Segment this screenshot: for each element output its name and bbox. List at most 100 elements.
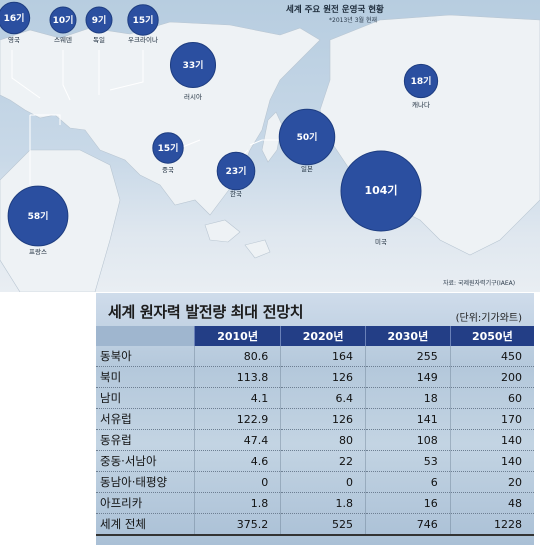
table-cell: 108 — [365, 429, 451, 451]
table-cell: 746 — [365, 513, 451, 536]
bubble-value-label: 50기 — [297, 131, 318, 143]
table-cell: 140 — [450, 450, 534, 472]
table-title: 세계 원자력 발전량 최대 전망치 — [108, 303, 304, 321]
country-label: 독일 — [93, 35, 105, 44]
table-cell: 450 — [450, 346, 534, 367]
table-cell: 255 — [365, 346, 451, 367]
table-row: 서유럽 122.9 126 141 170 — [96, 408, 534, 430]
bubble-layer: 16기영국10기스웨덴9기독일15기우크라이나33기러시아18기캐나다15기중국… — [0, 1, 439, 256]
forecast-table: 2010년 2020년 2030년 2050년 동북아 80.6 164 255… — [96, 326, 534, 536]
table-row: 북미 113.8 126 149 200 — [96, 366, 534, 388]
bubble-value-label: 9기 — [92, 14, 107, 26]
table-header-2020: 2020년 — [280, 326, 366, 346]
country-label: 미국 — [375, 237, 387, 246]
country-label: 캐나다 — [412, 100, 430, 109]
table-cell: 0 — [194, 471, 282, 493]
table-cell: 4.6 — [194, 450, 282, 472]
country-label: 우크라이나 — [128, 35, 158, 44]
country-label: 중국 — [162, 166, 174, 174]
table-header-corner — [96, 326, 195, 346]
row-label: 남미 — [96, 387, 195, 409]
table-cell: 1.8 — [280, 492, 366, 514]
table-cell: 22 — [280, 450, 366, 472]
table-cell: 525 — [280, 513, 366, 536]
table-cell: 141 — [365, 408, 451, 430]
table-cell: 140 — [450, 429, 534, 451]
bubble-value-label: 16기 — [4, 12, 25, 24]
table-cell: 6 — [365, 471, 451, 493]
table-cell: 375.2 — [194, 513, 282, 536]
table-header-2050: 2050년 — [450, 326, 534, 346]
table-cell: 126 — [280, 408, 366, 430]
map-subtitle: *2013년 3월 현재 — [329, 17, 377, 24]
table-cell: 200 — [450, 366, 534, 388]
table-cell: 16 — [365, 492, 451, 514]
table-cell: 122.9 — [194, 408, 282, 430]
bubble-11 — [7, 185, 69, 247]
connector-lines — [11, 50, 418, 185]
table-cell: 48 — [450, 492, 534, 514]
table-cell: 113.8 — [194, 366, 282, 388]
table-cell: 4.1 — [194, 387, 282, 409]
bubble-7 — [152, 132, 184, 164]
world-map: 16기영국10기스웨덴9기독일15기우크라이나33기러시아18기캐나다15기중국… — [0, 1, 540, 292]
row-label: 세계 전체 — [96, 513, 195, 536]
bubble-5 — [169, 41, 217, 89]
table-cell: 6.4 — [280, 387, 366, 409]
bubble-value-label: 10기 — [53, 14, 74, 26]
world-map-panel: 16기 영국 10기 스웨덴 9기 독일 15기 우크라이나 33기 러시아 18기 캐나다 15기 중국… — [0, 0, 540, 292]
table-row: 아프리카 1.8 1.8 16 48 — [96, 492, 534, 514]
table-header-2030: 2030년 — [365, 326, 451, 346]
row-label: 중동·서남아 — [96, 450, 195, 472]
table-cell: 1.8 — [194, 492, 282, 514]
table-cell: 80 — [280, 429, 366, 451]
map-title: 세계 주요 원전 운영국 현황 — [286, 5, 384, 15]
table-unit: (단위:기가와트) — [455, 313, 522, 324]
bubble-value-label: 18기 — [411, 75, 432, 87]
table-row: 중동·서남아 4.6 22 53 140 — [96, 450, 534, 472]
country-label: 일본 — [301, 164, 313, 173]
row-label: 북미 — [96, 366, 195, 388]
bubble-value-label: 58기 — [28, 210, 49, 222]
table-cell: 1228 — [450, 513, 534, 536]
table-row: 동유럽 47.4 80 108 140 — [96, 429, 534, 451]
bubble-value-label: 15기 — [133, 14, 154, 26]
row-label: 아프리카 — [96, 492, 195, 514]
table-cell: 164 — [280, 346, 366, 367]
bubble-1 — [0, 1, 31, 35]
bubble-10 — [340, 150, 422, 232]
table-cell: 126 — [280, 366, 366, 388]
table-cell: 47.4 — [194, 429, 282, 451]
table-cell: 80.6 — [194, 346, 282, 367]
table-cell: 20 — [450, 471, 534, 493]
bubble-6 — [403, 63, 439, 99]
table-cell: 149 — [365, 366, 451, 388]
country-label: 프랑스 — [29, 248, 47, 256]
table-row-total: 세계 전체 375.2 525 746 1228 — [96, 513, 534, 536]
forecast-table-panel: 세계 원자력 발전량 최대 전망치 (단위:기가와트) 2010년 2020년 … — [96, 293, 534, 545]
bubble-value-label: 33기 — [183, 59, 204, 71]
table-row: 동북아 80.6 164 255 450 — [96, 346, 534, 367]
country-label: 러시아 — [184, 92, 202, 101]
row-label: 동북아 — [96, 346, 195, 367]
bubble-value-label: 23기 — [226, 165, 247, 177]
table-cell: 0 — [280, 471, 366, 493]
bubble-4 — [127, 4, 159, 36]
country-label: 스웨덴 — [54, 35, 72, 44]
country-label: 한국 — [230, 190, 242, 198]
row-label: 서유럽 — [96, 408, 195, 430]
table-cell: 53 — [365, 450, 451, 472]
table-row: 남미 4.1 6.4 18 60 — [96, 387, 534, 409]
row-label: 동유럽 — [96, 429, 195, 451]
bubble-value-label: 15기 — [158, 142, 179, 154]
bubble-9 — [216, 151, 256, 191]
bubble-3 — [85, 6, 113, 34]
row-label: 동남아·태평양 — [96, 471, 195, 493]
map-source: 자료: 국제원자력기구(IAEA) — [443, 280, 516, 287]
table-cell: 60 — [450, 387, 534, 409]
bubble-8 — [278, 108, 336, 166]
country-label: 영국 — [8, 35, 20, 44]
bubble-value-label: 104기 — [364, 183, 397, 197]
table-cell: 170 — [450, 408, 534, 430]
table-header-2010: 2010년 — [194, 326, 282, 346]
